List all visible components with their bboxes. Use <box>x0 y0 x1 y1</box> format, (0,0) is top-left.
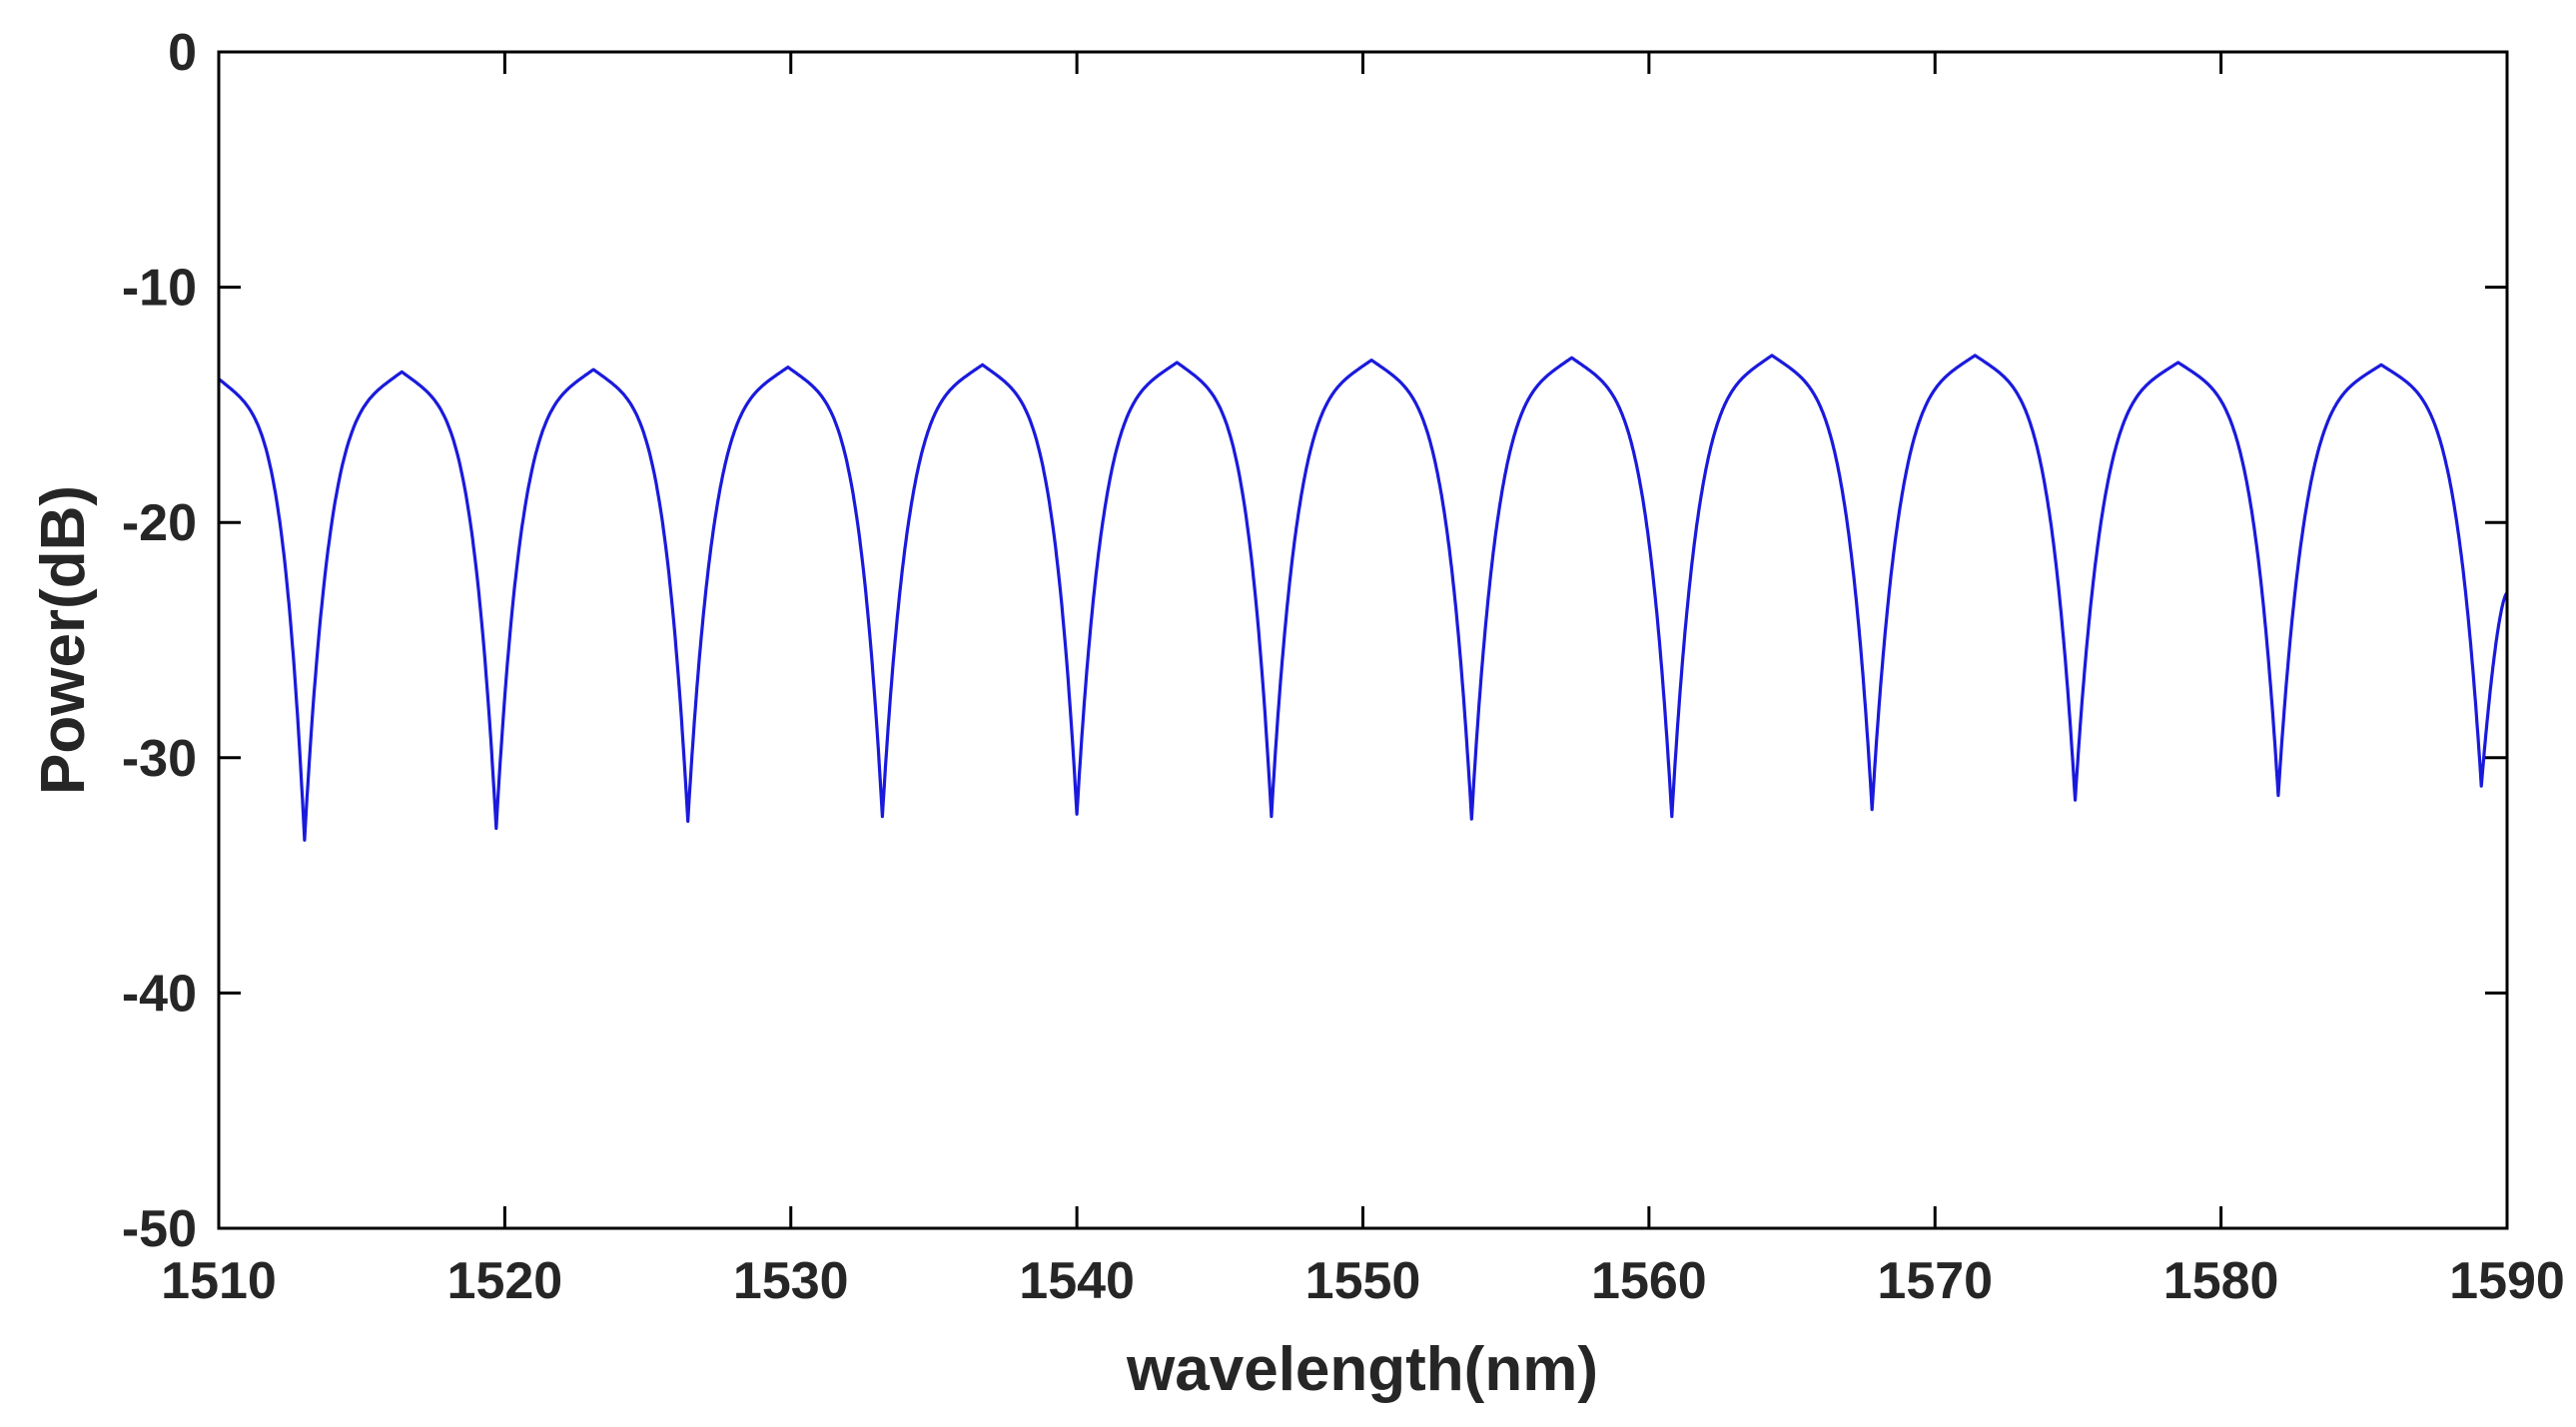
y-tick-label: -30 <box>122 730 197 788</box>
x-tick-label: 1520 <box>447 1252 563 1310</box>
x-tick-label: 1540 <box>1019 1252 1135 1310</box>
spectrum-series-line <box>219 354 2507 842</box>
y-tick-label: -40 <box>122 965 197 1023</box>
x-tick-label: 1560 <box>1591 1252 1707 1310</box>
y-tick-label: -50 <box>122 1200 197 1258</box>
y-tick-label: -20 <box>122 494 197 552</box>
x-tick-label: 1530 <box>733 1252 849 1310</box>
y-axis-label: Power(dB) <box>29 485 98 795</box>
y-tick-label: -10 <box>122 260 197 318</box>
y-tick-label: 0 <box>168 24 197 82</box>
y-axis-ticks: 0 -10 -20 -30 -40 -50 <box>122 24 2507 1258</box>
x-tick-label: 1550 <box>1305 1252 1421 1310</box>
x-tick-label: 1510 <box>161 1252 277 1310</box>
x-tick-label: 1590 <box>2449 1252 2565 1310</box>
x-axis-label: wavelength(nm) <box>1126 1335 1598 1404</box>
x-axis-ticks: 1510 1520 1530 1540 1550 1560 1570 1580 1590 <box>161 52 2565 1310</box>
x-tick-label: 1570 <box>1877 1252 1993 1310</box>
x-tick-label: 1580 <box>2163 1252 2279 1310</box>
